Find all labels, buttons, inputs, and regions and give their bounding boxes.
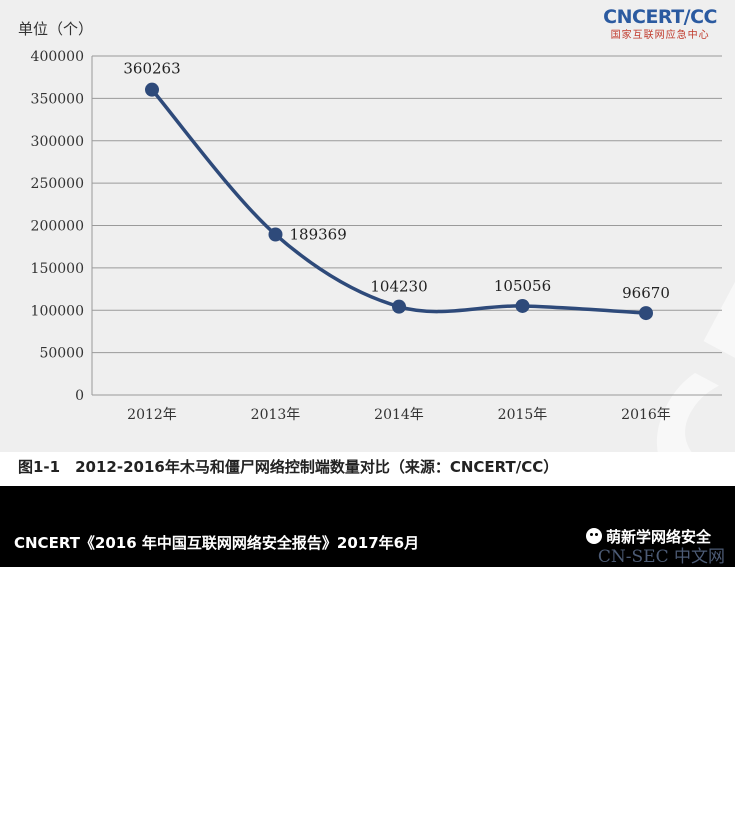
data-point [145, 82, 159, 97]
cncert-logo: CNCERT/CC 国家互联网应急中心 [603, 6, 717, 41]
line-chart: 0 50000 100000 150000 200000 250000 300000 3500… [31, 49, 722, 423]
data-label: 96670 [622, 284, 670, 302]
site-watermark: CN-SEC 中文网 [597, 547, 725, 567]
caption-strip: 图1-1 2012-2016年木马和僵尸网络控制端数量对比（来源：CNCERT/… [0, 452, 735, 486]
wechat-account-name: 萌新学网络安全 [605, 528, 711, 546]
data-point [639, 306, 653, 321]
x-tick-label: 2016年 [621, 407, 671, 423]
x-tick-label: 2012年 [127, 407, 177, 423]
y-tick-label: 200000 [31, 219, 84, 235]
y-axis-unit-label: 单位（个） [18, 20, 94, 38]
x-tick-label: 2015年 [498, 407, 548, 423]
footer-bar: CNCERT《2016 年中国互联网网络安全报告》2017年6月 萌新学网络安全… [0, 486, 735, 567]
chart-area: CNCERT/CC 0 50000 100000 150000 200000 250000… [0, 0, 735, 452]
data-point [392, 299, 406, 314]
y-tick-label: 300000 [31, 134, 84, 150]
data-label: 105056 [494, 277, 551, 295]
logo-sub-text: 国家互联网应急中心 [610, 30, 710, 41]
y-tick-label: 350000 [31, 91, 84, 107]
data-point [515, 298, 530, 313]
data-label: 360263 [123, 60, 180, 78]
x-tick-label: 2014年 [374, 407, 424, 423]
y-tick-label: 150000 [31, 261, 84, 277]
figure-caption: 图1-1 2012-2016年木马和僵尸网络控制端数量对比（来源：CNCERT/… [18, 458, 559, 476]
wechat-account: 萌新学网络安全 [585, 526, 711, 547]
logo-main-text: CNCERT/CC [603, 6, 717, 28]
data-label: 189369 [290, 226, 347, 244]
y-tick-label: 400000 [31, 49, 84, 65]
y-tick-label: 0 [75, 388, 84, 404]
wechat-icon [585, 528, 602, 544]
report-source-text: CNCERT《2016 年中国互联网网络安全报告》2017年6月 [14, 534, 420, 552]
y-tick-label: 250000 [31, 176, 84, 192]
y-tick-label: 100000 [31, 303, 84, 319]
data-point [268, 227, 283, 242]
y-tick-label: 50000 [39, 346, 84, 362]
data-label: 104230 [370, 278, 427, 296]
x-tick-label: 2013年 [251, 407, 301, 423]
